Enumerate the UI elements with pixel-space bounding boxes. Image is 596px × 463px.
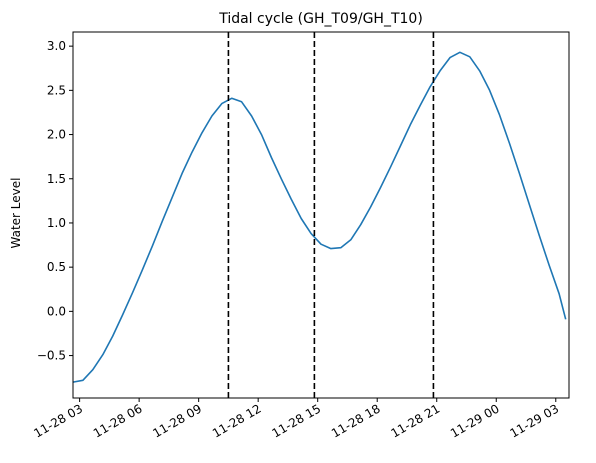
y-tick-label-7: 3.0 xyxy=(47,39,66,53)
y-tick-label-0: −0.5 xyxy=(37,349,66,363)
y-tick-label-4: 1.5 xyxy=(47,172,66,186)
y-tick-label-6: 2.5 xyxy=(47,83,66,97)
plot-frame xyxy=(72,31,570,399)
y-tick-label-3: 1.0 xyxy=(47,216,66,230)
y-tick-label-1: 0.0 xyxy=(47,304,66,318)
y-tick-label-2: 0.5 xyxy=(47,260,66,274)
series-line-0 xyxy=(72,51,567,383)
y-tick-label-5: 2.0 xyxy=(47,128,66,142)
chart-title: Tidal cycle (GH_T09/GH_T10) xyxy=(218,11,423,27)
y-axis-label: Water Level xyxy=(9,178,23,249)
